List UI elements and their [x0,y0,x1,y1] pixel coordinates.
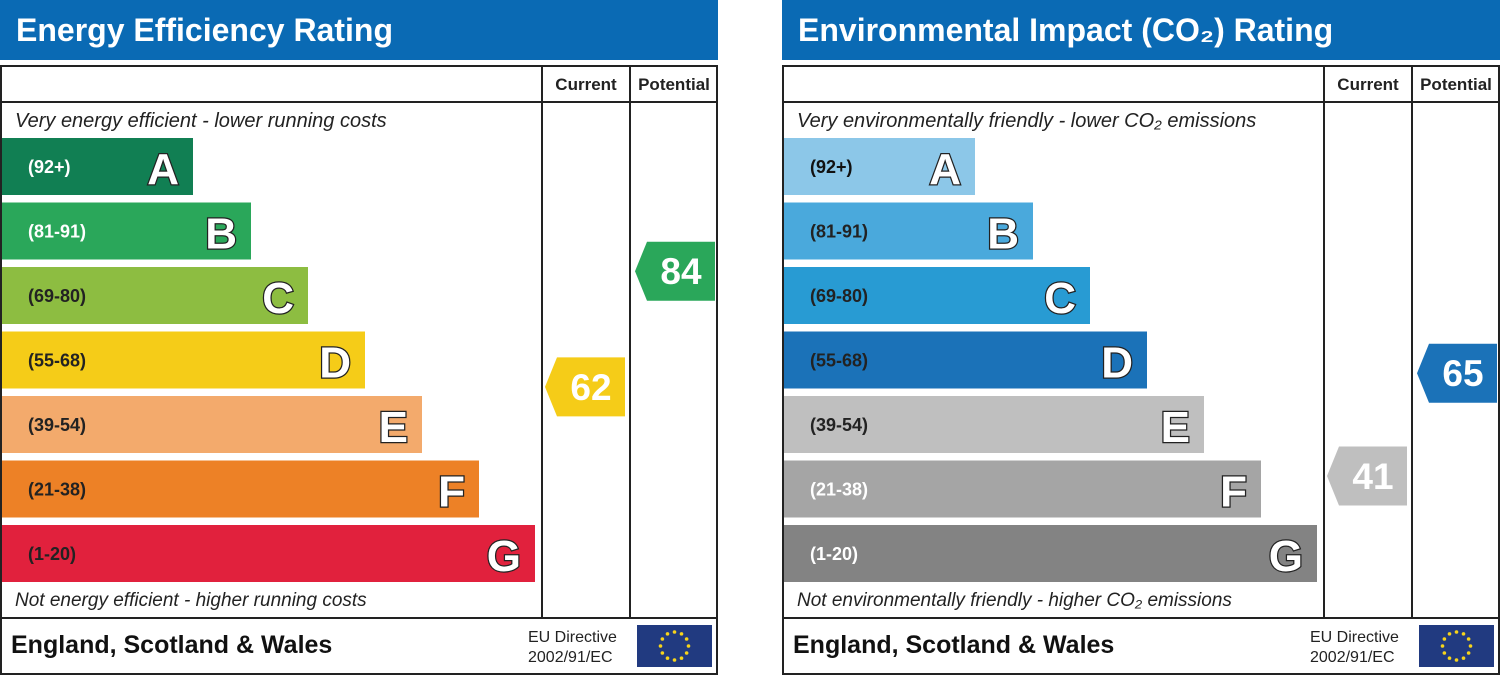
band-letter-D: D [319,339,351,388]
eu-star-icon [1442,651,1447,655]
band-letter-E: E [1161,403,1190,452]
band-range-B: (81-91) [28,222,86,242]
potential-rating-value: 65 [1442,353,1483,394]
band-bar-F [784,460,1261,518]
band-letter-F: F [1220,468,1247,517]
band-range-A: (92+) [28,157,71,177]
band-range-A: (92+) [810,157,853,177]
top-label: Very environmentally friendly - lower CO… [797,110,1256,132]
eu-star-icon [660,637,665,641]
environmental-impact-panel: Environmental Impact (CO₂) Rating Curren… [782,0,1500,675]
eu-star-icon [679,632,684,636]
column-header-potential: Potential [638,75,710,94]
band-letter-B: B [987,210,1019,259]
potential-rating-arrow [1417,343,1497,403]
current-rating-arrow [545,357,625,417]
potential-rating-value: 84 [660,251,702,292]
footer-directive-line1: EU Directive [528,629,617,646]
band-range-E: (39-54) [28,415,86,435]
panel-title: Energy Efficiency Rating [0,0,718,60]
band-bar-D [2,331,365,389]
band-letter-A: A [147,145,179,194]
eu-star-icon [665,632,670,636]
eu-star-icon [1447,656,1452,660]
band-bar-D [784,331,1147,389]
band-range-G: (1-20) [810,544,858,564]
footer-directive-line2: 2002/91/EC [528,649,613,666]
band-range-D: (55-68) [810,351,868,371]
eu-star-icon [658,644,663,648]
current-rating-arrow [1327,446,1407,506]
eu-star-icon [1454,658,1459,662]
potential-rating-arrow [635,241,715,301]
eu-star-icon [679,656,684,660]
band-range-G: (1-20) [28,544,76,564]
energy-efficiency-chart: Current Potential Very energy efficient - … [0,65,718,675]
band-range-E: (39-54) [810,415,868,435]
eu-star-icon [684,651,689,655]
band-bar-B [784,202,1033,260]
band-range-C: (69-80) [28,286,86,306]
eu-star-icon [660,651,665,655]
eu-star-icon [672,658,677,662]
footer-region: England, Scotland & Wales [793,631,1114,659]
eu-star-icon [1440,644,1445,648]
band-bar-C [2,267,308,324]
eu-star-icon [665,656,670,660]
band-bar-B [2,202,251,260]
eu-star-icon [672,630,677,634]
current-rating-value: 41 [1352,456,1393,497]
column-header-current: Current [1337,75,1399,94]
band-range-B: (81-91) [810,222,868,242]
band-bar-G [784,525,1317,582]
eu-star-icon [1454,630,1459,634]
band-range-C: (69-80) [810,286,868,306]
column-header-current: Current [555,75,617,94]
eu-star-icon [684,637,689,641]
band-bar-A [784,138,975,195]
footer-directive-line1: EU Directive [1310,629,1399,646]
bottom-label: Not environmentally friendly - higher CO… [797,590,1232,611]
bottom-label: Not energy efficient - higher running co… [15,590,367,611]
panel-title: Environmental Impact (CO₂) Rating [782,0,1500,60]
environmental-impact-chart: Current Potential Very environmentally fri… [782,65,1500,675]
band-letter-A: A [929,145,961,194]
eu-star-icon [1466,637,1471,641]
chart-border [0,65,718,675]
band-bar-C [784,267,1090,324]
band-letter-B: B [205,210,237,259]
band-letter-D: D [1101,339,1133,388]
eu-star-icon [1442,637,1447,641]
eu-star-icon [1461,656,1466,660]
current-rating-value: 62 [570,367,611,408]
band-letter-C: C [1044,274,1076,323]
footer-region: England, Scotland & Wales [11,631,332,659]
band-letter-C: C [262,274,294,323]
eu-star-icon [686,644,691,648]
top-label: Very energy efficient - lower running co… [15,110,387,132]
footer-directive-line2: 2002/91/EC [1310,649,1395,666]
eu-star-icon [1461,632,1466,636]
band-bar-E [2,396,422,453]
band-letter-E: E [379,403,408,452]
band-bar-F [2,460,479,518]
band-bar-E [784,396,1204,453]
eu-star-icon [1447,632,1452,636]
band-bar-G [2,525,535,582]
column-header-potential: Potential [1420,75,1492,94]
band-range-F: (21-38) [28,480,86,500]
chart-border [782,65,1500,675]
eu-star-icon [1468,644,1473,648]
band-letter-G: G [487,532,521,581]
eu-star-icon [1466,651,1471,655]
band-letter-F: F [438,468,465,517]
band-range-F: (21-38) [810,480,868,500]
band-range-D: (55-68) [28,351,86,371]
energy-efficiency-panel: Energy Efficiency Rating Current Potentia… [0,0,718,675]
band-bar-A [2,138,193,195]
band-letter-G: G [1269,532,1303,581]
